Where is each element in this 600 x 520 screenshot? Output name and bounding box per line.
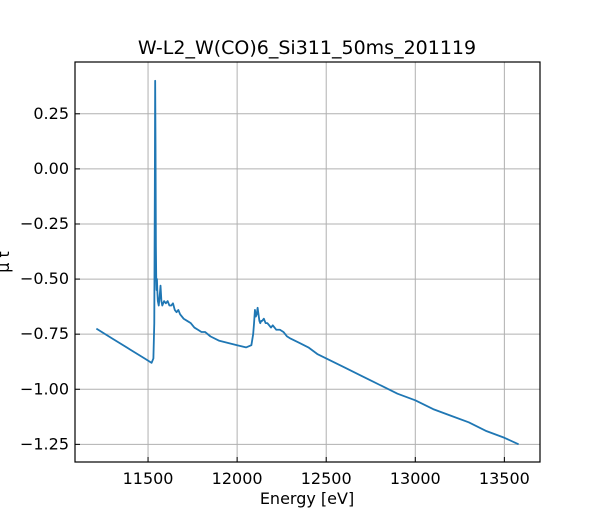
grid [75,62,540,462]
x-tick-label: 11500 [123,469,174,488]
y-axis: −1.25 −1.00 −0.75 −0.50 −0.25 0.00 0.25 [20,104,80,453]
series-line [95,79,519,446]
y-tick-label: 0.00 [33,159,69,178]
y-tick-label: 0.25 [33,104,69,123]
y-axis-label: μ t [0,251,13,273]
x-axis-label: Energy [eV] [260,489,354,508]
y-tick-label: −1.25 [20,434,69,453]
chart-title: W-L2_W(CO)6_Si311_50ms_201119 [138,37,476,59]
y-tick-label: −0.25 [20,214,69,233]
plot-frame [74,61,541,463]
x-tick-label: 12500 [301,469,352,488]
x-tick-label: 13000 [390,469,441,488]
y-tick-label: −0.50 [20,269,69,288]
y-tick-label: −1.00 [20,379,69,398]
y-tick-label: −0.75 [20,324,69,343]
x-axis: 11500 12000 12500 13000 13500 [123,457,530,488]
x-tick-label: 12000 [212,469,263,488]
x-tick-label: 13500 [479,469,530,488]
